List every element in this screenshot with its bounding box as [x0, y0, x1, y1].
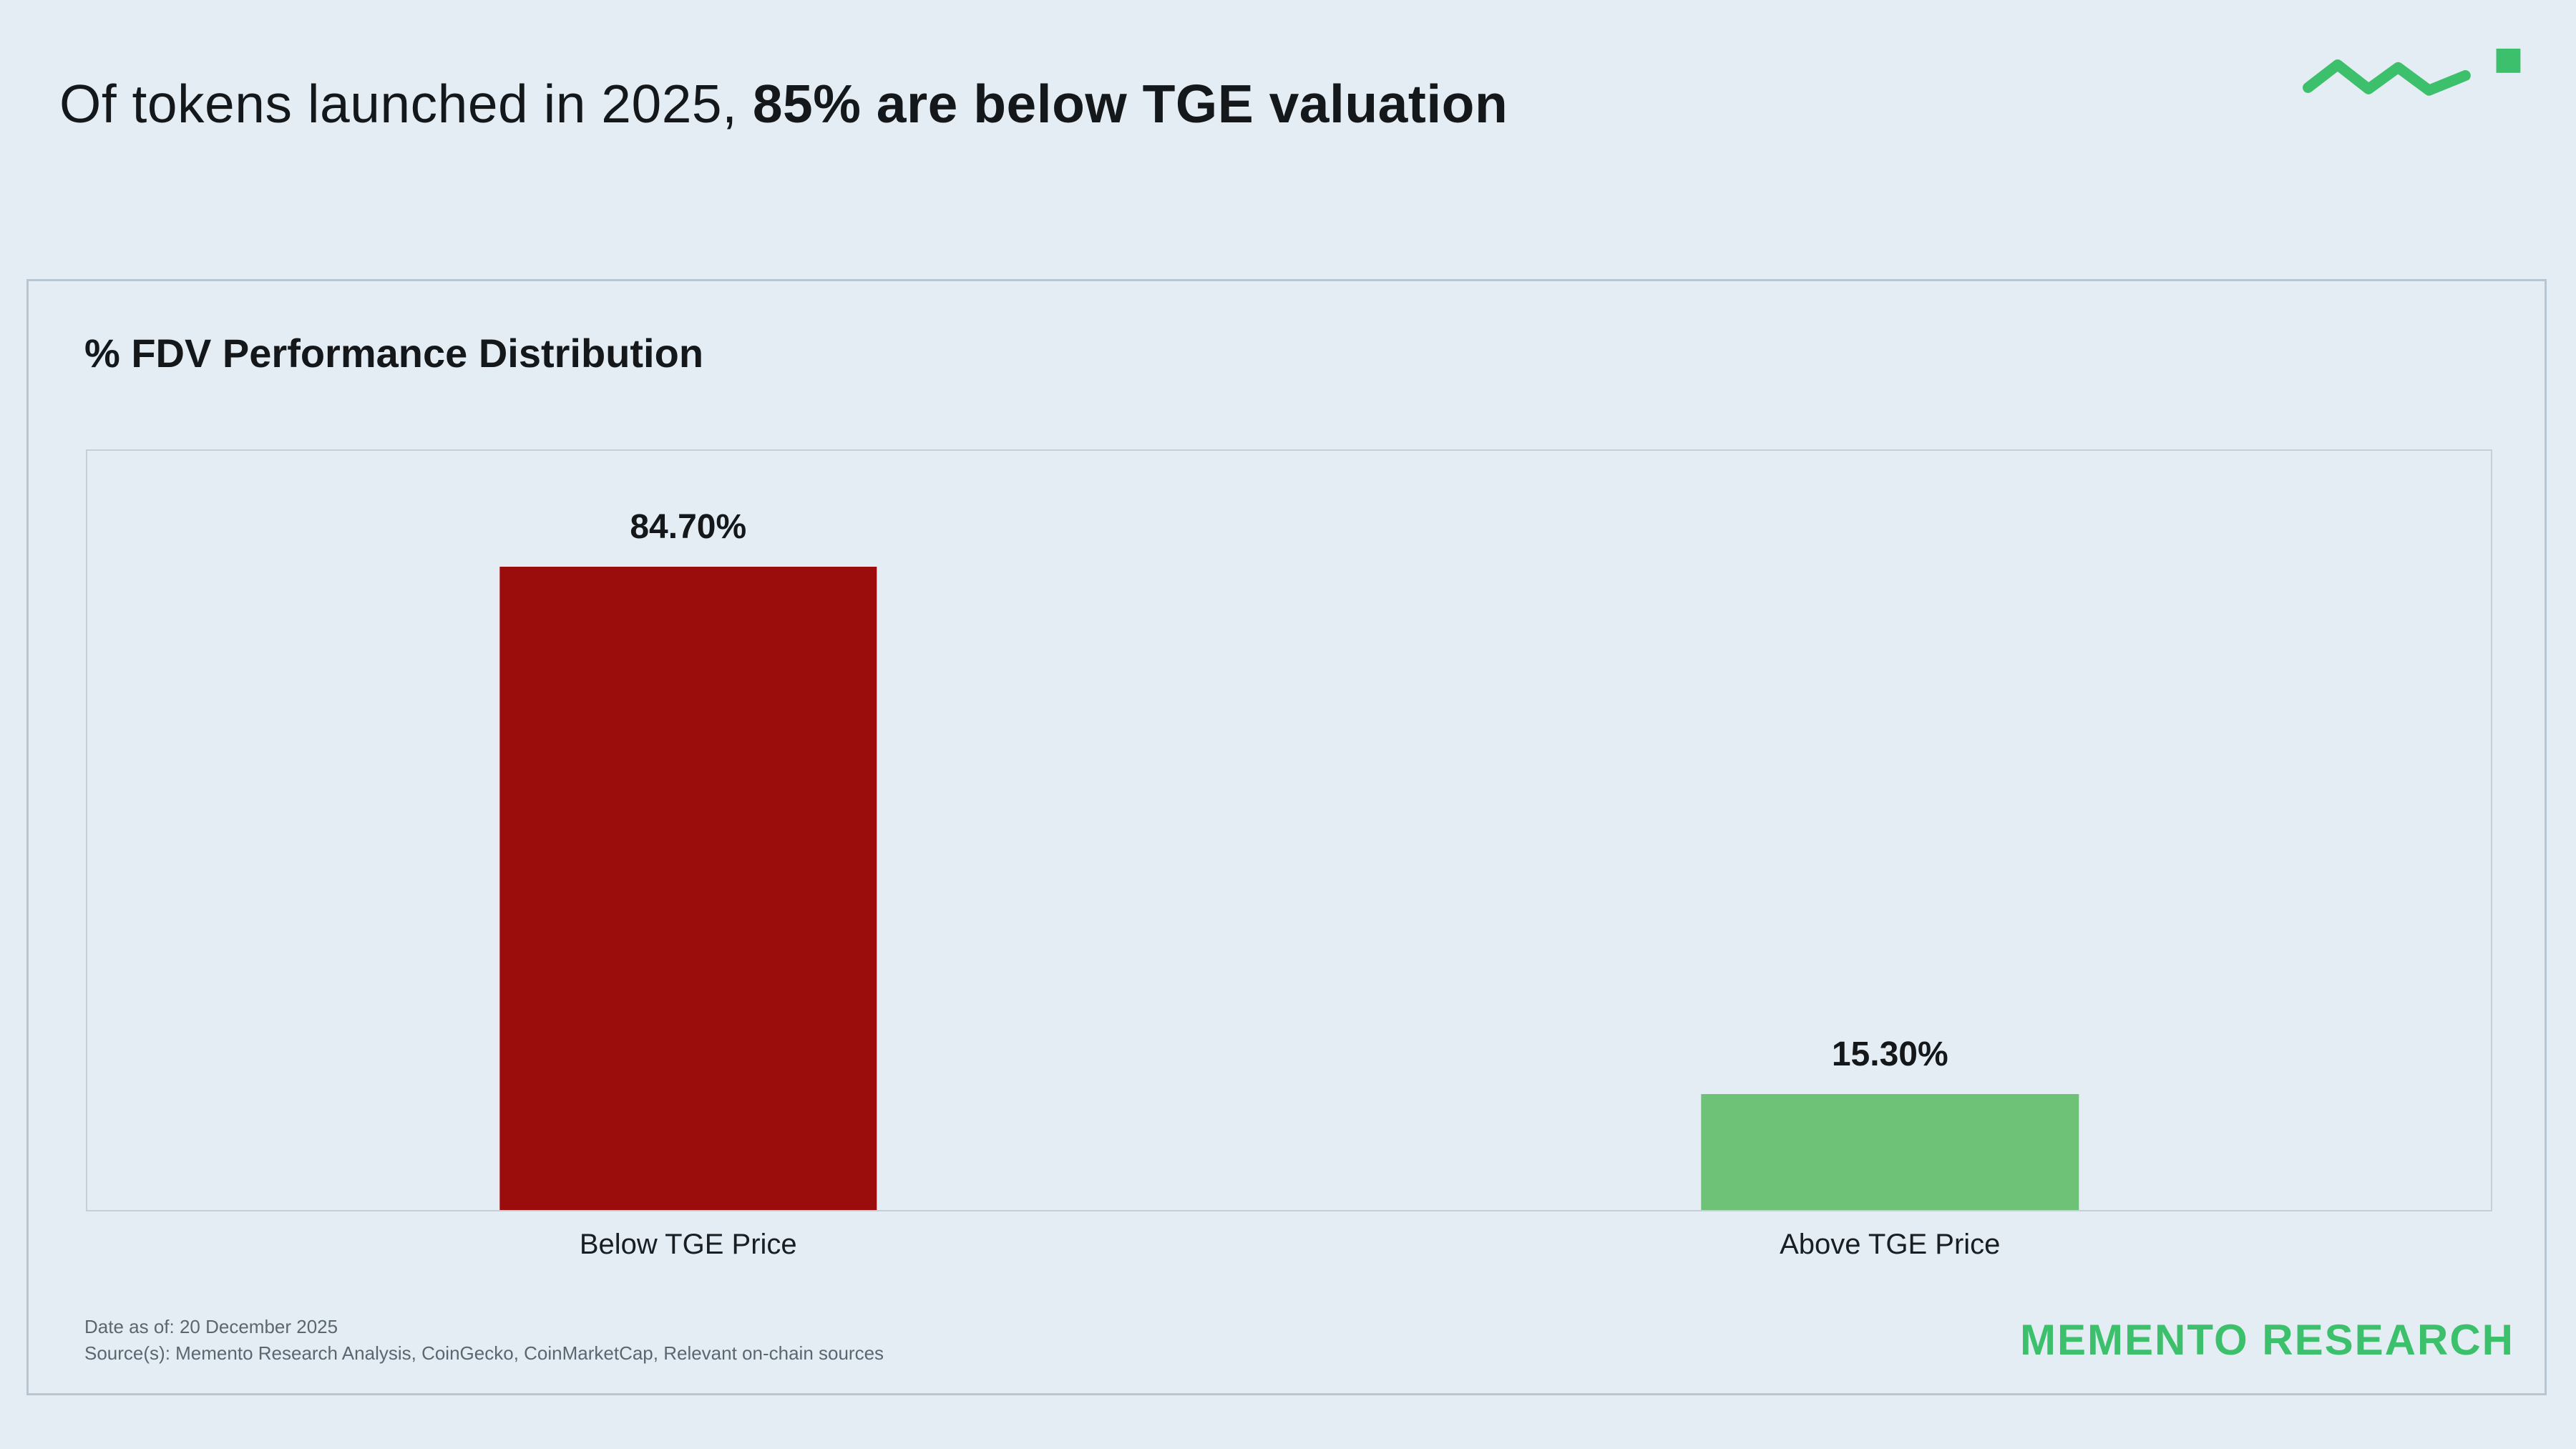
footer-notes: Date as of: 20 December 2025 Source(s): …	[84, 1314, 884, 1367]
plot-area: 84.70% Below TGE Price 15.30% Above TGE Pri…	[86, 449, 2492, 1260]
bar-value-above-tge-price: 15.30%	[1831, 1035, 1948, 1073]
chart-title: % FDV Performance Distribution	[84, 331, 704, 376]
date-note: Date as of: 20 December 2025	[84, 1315, 338, 1337]
bar-above-tge-price	[1701, 1093, 2079, 1210]
category-label-above-tge-price: Above TGE Price	[1780, 1229, 2001, 1260]
logo-wave-icon	[2303, 59, 2471, 96]
source-note: Source(s): Memento Research Analysis, Co…	[84, 1342, 884, 1365]
bar-value-below-tge-price: 84.70%	[630, 508, 747, 547]
page-title: Of tokens launched in 2025, 85% are belo…	[59, 73, 1508, 135]
page-title-bold: 85% are below TGE valuation	[752, 74, 1508, 134]
bar-below-tge-price	[499, 567, 877, 1210]
memento-logo-icon	[2303, 48, 2521, 96]
logo-square-icon	[2496, 48, 2521, 73]
brand-wordmark: MEMENTO RESEARCH	[2020, 1316, 2514, 1364]
page-title-regular: Of tokens launched in 2025,	[59, 74, 753, 134]
category-label-below-tge-price: Below TGE Price	[579, 1229, 797, 1260]
chart-panel: % FDV Performance Distribution 84.70% Bel…	[26, 279, 2547, 1395]
